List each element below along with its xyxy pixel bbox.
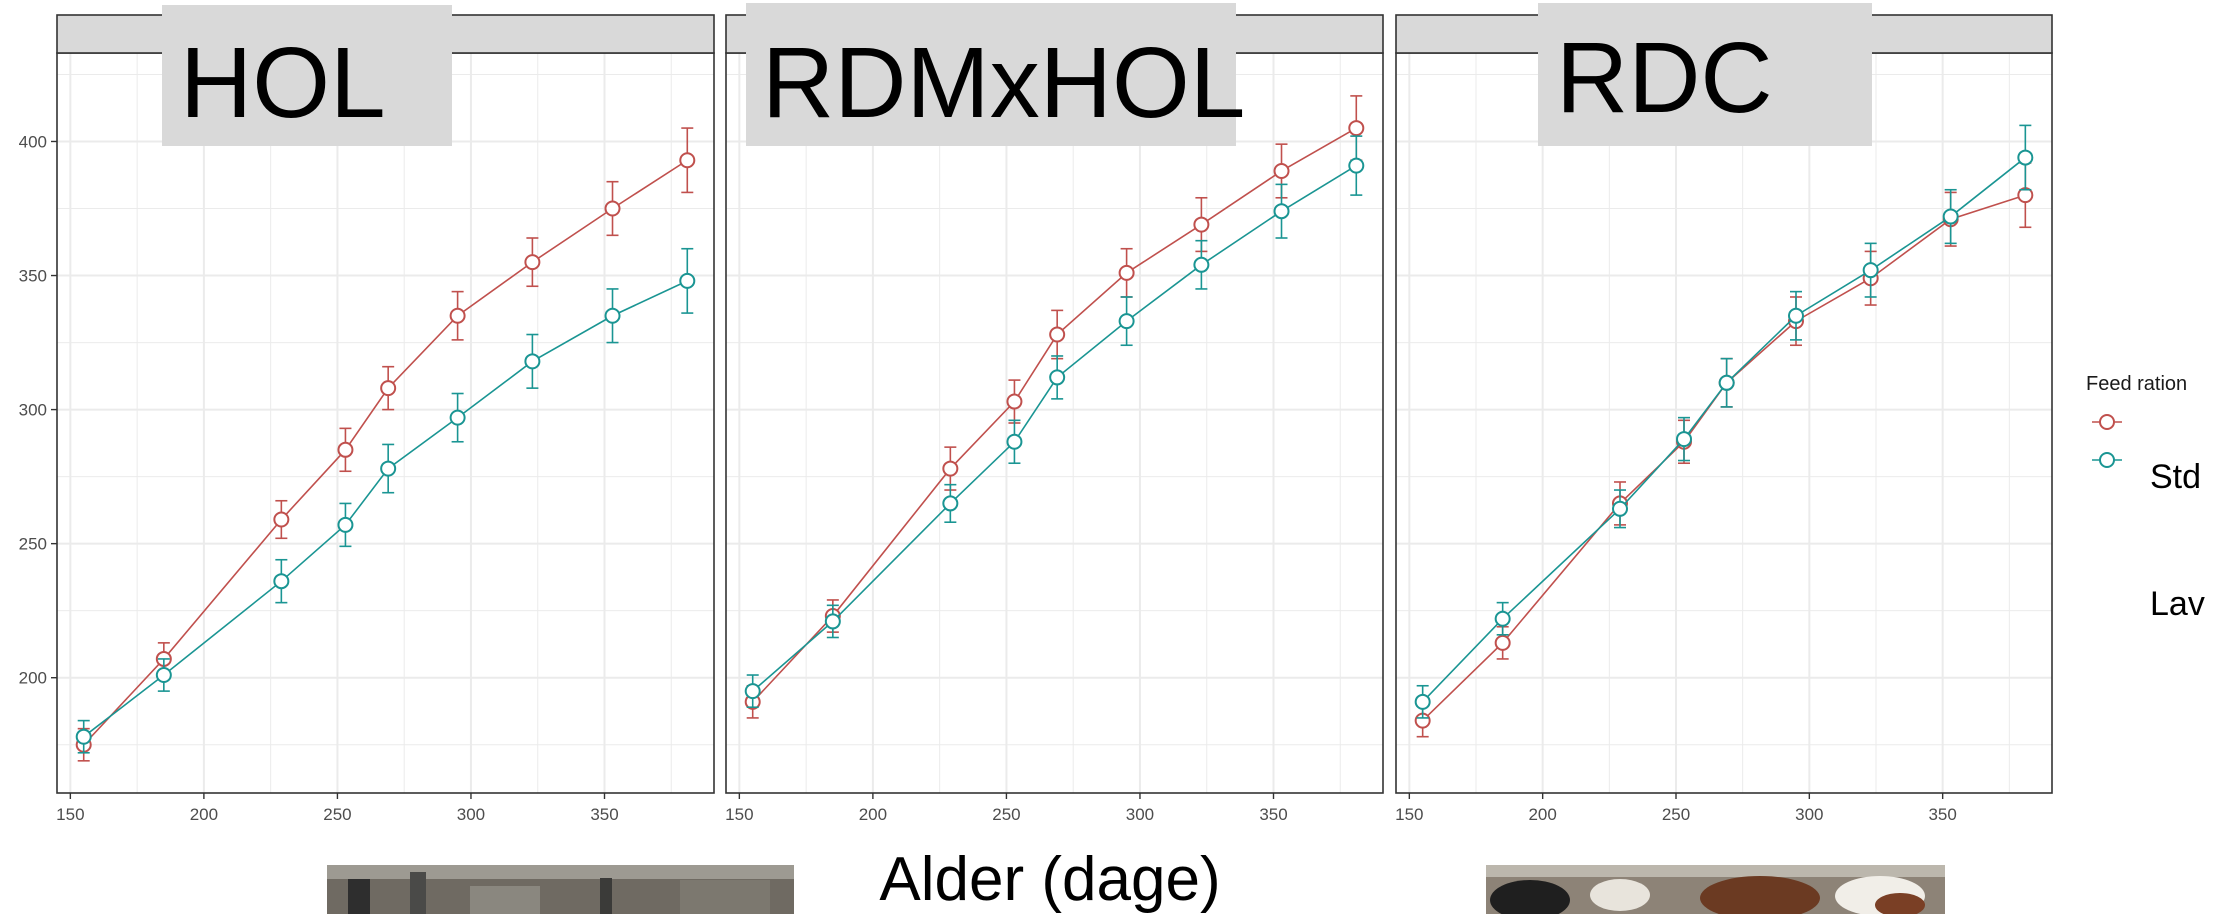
legend-label-lav: Lav: [2150, 585, 2205, 623]
series-lav: [75, 247, 696, 754]
data-point: [1676, 431, 1692, 448]
data-point: [75, 728, 92, 745]
data-point: [1006, 433, 1023, 450]
data-point: [1118, 313, 1135, 330]
x-tick-label: 250: [323, 805, 351, 824]
photo-holstein-barn: [327, 865, 794, 914]
facet-title-rdc: RDC: [1556, 22, 1773, 134]
data-point: [1348, 120, 1365, 137]
data-point: [1788, 307, 1804, 324]
data-point: [604, 307, 621, 324]
facet-title-rdmxhol: RDMxHOL: [762, 27, 1245, 139]
data-point: [679, 272, 696, 289]
facet-label-box: [1538, 3, 1872, 146]
legend: Feed ration Std Lav: [2086, 373, 2205, 623]
x-tick-label: 300: [1795, 805, 1823, 824]
data-point: [744, 683, 761, 700]
data-point: [1718, 374, 1735, 391]
series-std: [75, 127, 696, 762]
series-lav: [744, 135, 1365, 709]
data-point: [1414, 693, 1431, 710]
legend-label-std: Std: [2150, 458, 2201, 496]
data-point: [524, 254, 541, 271]
panels: 150 200 250 300 350 150 200 250 300 350 150 200 250 3…: [56, 52, 2053, 824]
data-point: [2017, 149, 2034, 166]
data-point: [337, 441, 354, 458]
data-point: [155, 667, 172, 684]
x-tick-label: 200: [190, 805, 218, 824]
x-tick-label: 350: [1928, 805, 1956, 824]
data-point: [1273, 162, 1290, 179]
x-tick-label: 250: [1662, 805, 1690, 824]
y-tick-label: 200: [19, 669, 47, 688]
data-point: [1006, 393, 1023, 410]
x-tick-label: 150: [56, 805, 84, 824]
data-point: [1942, 208, 1959, 225]
x-axis-title: Alder (dage): [879, 845, 1220, 914]
data-point: [824, 613, 841, 630]
data-point: [1193, 216, 1210, 233]
data-point: [1494, 634, 1511, 651]
data-point: [604, 200, 621, 217]
x-tick-label: 150: [1395, 805, 1423, 824]
series-std: [744, 95, 1365, 719]
legend-key-std: [2092, 414, 2122, 430]
data-point: [273, 573, 290, 590]
facet-title-hol: HOL: [180, 27, 386, 139]
x-tick-label: 300: [1126, 805, 1154, 824]
data-point: [1273, 203, 1290, 220]
data-point: [524, 353, 541, 370]
legend-key-lav: [2092, 452, 2122, 468]
x-tick-label: 300: [457, 805, 485, 824]
legend-title: Feed ration: [2086, 373, 2187, 395]
data-point: [1049, 369, 1066, 386]
data-point: [1494, 610, 1511, 627]
data-point: [380, 380, 397, 397]
x-tick-label: 250: [992, 805, 1020, 824]
data-point: [449, 409, 466, 426]
data-point: [337, 516, 354, 533]
panel-hol: 150 200 250 300 350: [56, 52, 715, 824]
data-point: [1118, 264, 1135, 281]
data-point: [1862, 262, 1879, 279]
x-tick-label: 200: [859, 805, 887, 824]
legend-key-point: [2099, 452, 2115, 468]
data-point: [449, 307, 466, 324]
series-lav: [1414, 124, 2034, 719]
panel-rdc: 150 200 250 300 350: [1395, 52, 2053, 824]
panel-background: [1396, 53, 2052, 793]
legend-key-point: [2099, 414, 2115, 430]
x-tick-label: 350: [1259, 805, 1287, 824]
facet-strips: HOL RDMxHOL RDC: [56, 3, 2053, 146]
data-point: [679, 152, 696, 169]
facet-label-box: [162, 5, 452, 146]
data-point: [273, 511, 290, 528]
facet-label-box: [746, 3, 1236, 146]
y-tick-label: 300: [19, 401, 47, 420]
data-point: [942, 460, 959, 477]
x-tick-label: 150: [725, 805, 753, 824]
panel-rdmxhol: 150 200 250 300 350: [725, 52, 1384, 824]
legend-keys: [2092, 414, 2122, 468]
y-tick-label: 350: [19, 267, 47, 286]
data-point: [1348, 157, 1365, 174]
photo-red-danish-cattle: [1486, 865, 1945, 914]
x-tick-label: 200: [1528, 805, 1556, 824]
y-axis: 200 250 300 350 400: [19, 132, 57, 688]
data-point: [380, 460, 397, 477]
x-tick-label: 350: [590, 805, 618, 824]
data-point: [1612, 500, 1628, 517]
y-tick-label: 250: [19, 535, 47, 554]
data-point: [1049, 326, 1066, 343]
y-tick-label: 400: [19, 132, 47, 151]
data-point: [942, 495, 959, 512]
data-point: [1193, 256, 1210, 273]
